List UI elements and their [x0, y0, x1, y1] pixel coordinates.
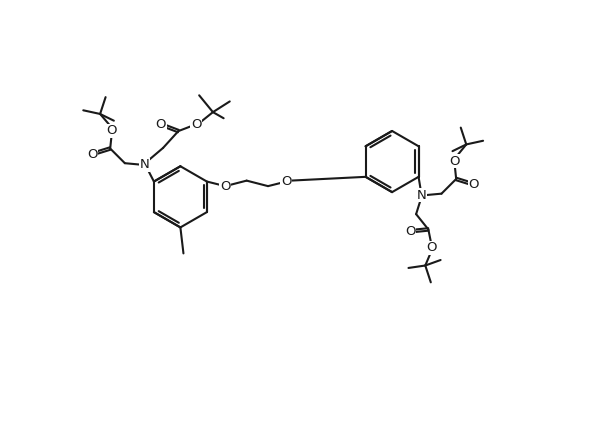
- Text: O: O: [449, 155, 460, 168]
- Text: N: N: [417, 189, 427, 201]
- Text: O: O: [281, 175, 291, 188]
- Text: O: O: [107, 124, 117, 137]
- Text: O: O: [87, 147, 98, 161]
- Text: O: O: [191, 118, 201, 131]
- Text: O: O: [426, 241, 437, 254]
- Text: O: O: [468, 178, 479, 191]
- Text: O: O: [156, 118, 166, 131]
- Text: N: N: [140, 158, 150, 171]
- Text: O: O: [405, 225, 415, 238]
- Text: O: O: [220, 180, 231, 193]
